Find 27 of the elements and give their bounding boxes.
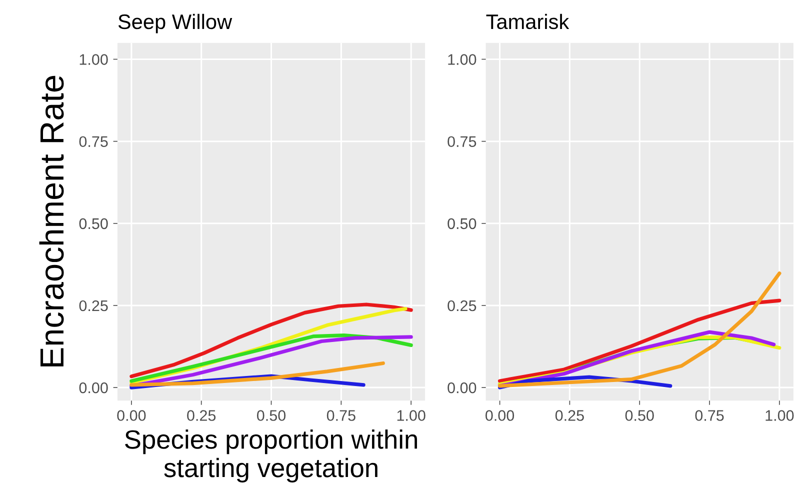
line-series bbox=[130, 361, 385, 387]
x-tick-label: 1.00 bbox=[397, 410, 426, 421]
y-tick-label: 0.25 bbox=[79, 300, 108, 312]
x-axis-title: Species proportion within starting vegetation bbox=[125, 430, 417, 483]
x-tick-label: 0.00 bbox=[117, 410, 146, 421]
x-tick-label: 0.50 bbox=[256, 410, 286, 421]
line-series bbox=[498, 271, 782, 388]
y-tick-label: 1.00 bbox=[448, 54, 476, 65]
x-tick-label: 1.00 bbox=[766, 410, 794, 421]
y-tick-label: 0.50 bbox=[448, 218, 476, 230]
x-tick-label: 0.25 bbox=[555, 410, 584, 421]
line-series bbox=[498, 298, 782, 383]
x-tick-label: 0.00 bbox=[486, 410, 514, 421]
y-tick-label: 0.50 bbox=[79, 218, 108, 230]
y-tick-label: 0.00 bbox=[79, 382, 108, 394]
x-tick-label: 0.50 bbox=[625, 410, 654, 421]
y-tick-label: 0.25 bbox=[448, 300, 476, 312]
chart-title: Seep Willow bbox=[118, 14, 232, 34]
y-axis-title: Encraochment Rate bbox=[39, 76, 64, 366]
y-tick-label: 1.00 bbox=[80, 54, 108, 65]
x-tick-label: 0.25 bbox=[187, 410, 216, 421]
y-tick-label: 0.00 bbox=[448, 382, 476, 394]
y-tick-label: 0.75 bbox=[79, 136, 108, 148]
chart-title: Tamarisk bbox=[486, 14, 570, 30]
x-tick-label: 0.75 bbox=[695, 410, 724, 421]
x-tick-label: 0.75 bbox=[326, 410, 356, 421]
y-tick-label: 0.75 bbox=[448, 136, 476, 148]
